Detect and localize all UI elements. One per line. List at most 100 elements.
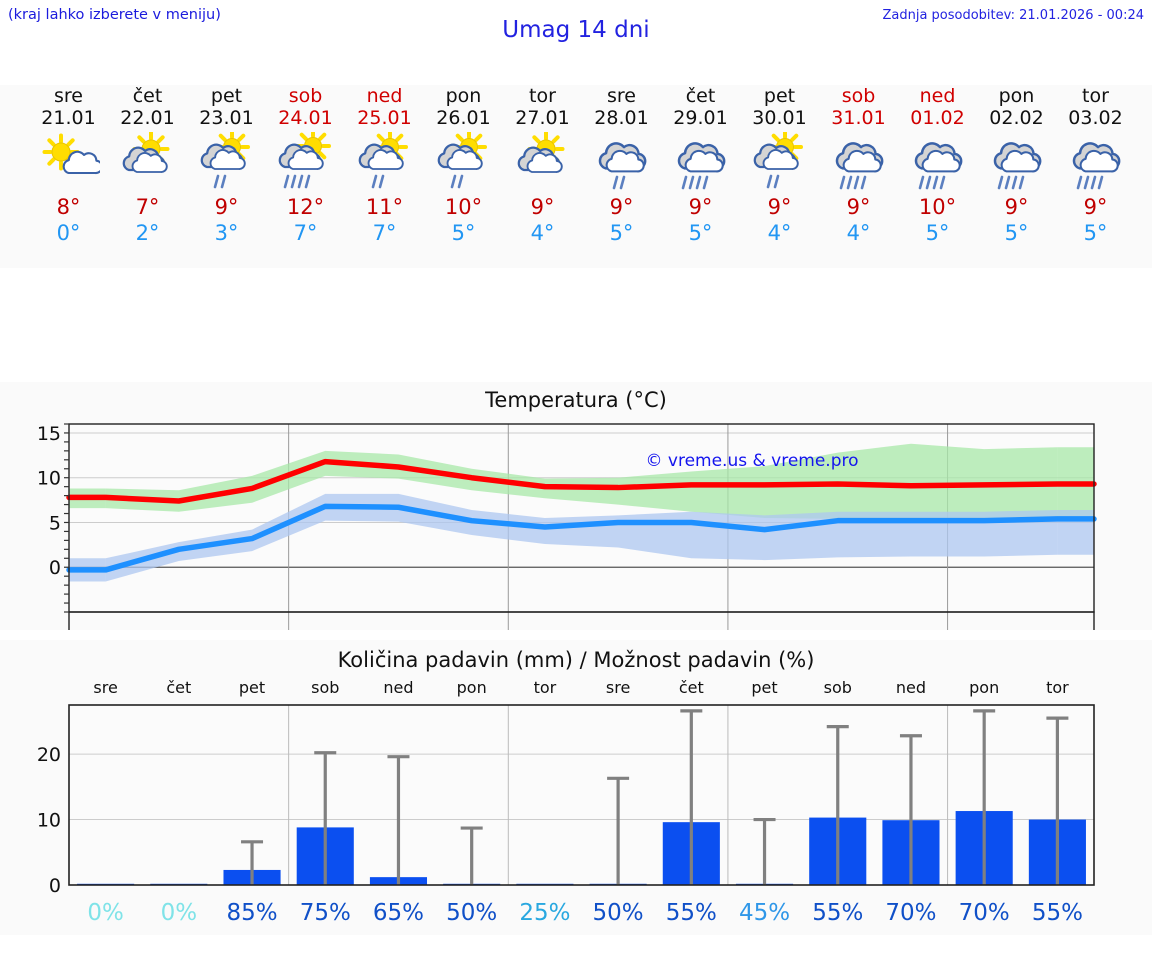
precipitation-day-label: čet xyxy=(166,678,191,697)
min-temperature-label: 5° xyxy=(609,221,634,245)
max-temperature-label: 10° xyxy=(918,195,957,219)
precipitation-y-tick-label: 20 xyxy=(37,744,61,766)
day-of-week-label: pet xyxy=(763,85,796,107)
max-temperature-label: 9° xyxy=(1004,195,1029,219)
precipitation-chart: Količina padavin (mm) / Možnost padavin … xyxy=(0,640,1152,935)
precipitation-day-label: sre xyxy=(606,678,630,697)
precipitation-error-bar xyxy=(753,817,776,885)
precipitation-day-label: sre xyxy=(93,678,117,697)
day-column: pet 23.01 9° 3° xyxy=(187,85,266,246)
min-temperature-label: 0° xyxy=(56,221,81,245)
max-temperature-label: 9° xyxy=(767,195,792,219)
precipitation-probability-label: 70% xyxy=(885,900,937,926)
day-column: pon 02.02 9° 5° xyxy=(977,85,1056,246)
cloud-sun-rain-light-icon xyxy=(740,132,819,194)
cloud-sun-icon xyxy=(503,132,582,194)
precipitation-error-bar xyxy=(826,724,849,885)
day-column: čet 29.01 9° 5° xyxy=(661,85,740,246)
day-date-label: 26.01 xyxy=(436,107,491,129)
min-temperature-label: 2° xyxy=(135,221,160,245)
max-temperature-label: 9° xyxy=(846,195,871,219)
min-temperature-label: 5° xyxy=(451,221,476,245)
temperature-chart-plot: 0 5 10 15 © vreme.us & vreme.pro xyxy=(37,423,1097,630)
min-temperature-label: 5° xyxy=(688,221,713,245)
min-temperature-label: 4° xyxy=(530,221,555,245)
max-temperature-label: 7° xyxy=(135,195,160,219)
day-date-label: 31.01 xyxy=(831,107,886,129)
precipitation-probability-label: 50% xyxy=(446,900,498,926)
day-of-week-label: pon xyxy=(998,85,1035,107)
day-of-week-label: tor xyxy=(1082,85,1109,107)
precipitation-probability-label: 75% xyxy=(299,900,351,926)
max-temperature-label: 9° xyxy=(609,195,634,219)
min-temperature-label: 3° xyxy=(214,221,239,245)
temperature-y-tick-label: 5 xyxy=(49,512,61,534)
day-of-week-label: pon xyxy=(445,85,482,107)
cloud-sun-rain-light-icon xyxy=(345,132,424,194)
precipitation-probability-label: 55% xyxy=(812,900,864,926)
temperature-y-tick-label: 10 xyxy=(37,468,61,490)
max-temperature-label: 12° xyxy=(286,195,325,219)
precipitation-probability-label: 55% xyxy=(1031,900,1083,926)
max-temperature-label: 8° xyxy=(56,195,81,219)
day-column: sob 24.01 12° 7° xyxy=(266,85,345,246)
day-of-week-label: pet xyxy=(210,85,243,107)
precipitation-error-bar xyxy=(241,840,264,885)
min-temperature-label: 5° xyxy=(1004,221,1029,245)
precipitation-error-bar xyxy=(607,776,630,885)
day-of-week-label: ned xyxy=(366,85,403,107)
page-header: (kraj lahko izberete v meniju) Umag 14 d… xyxy=(0,0,1152,62)
day-column: sre 28.01 9° 5° xyxy=(582,85,661,246)
precipitation-chart-plot: sre čet pet sob ned pon tor sre čet pet sob ned pon t… xyxy=(37,678,1095,897)
cloud-rain-heavy-icon xyxy=(661,132,740,194)
page-title: Umag 14 dni xyxy=(502,17,650,43)
day-column: ned 25.01 11° 7° xyxy=(345,85,424,246)
precipitation-probability-label: 55% xyxy=(665,900,717,926)
max-temperature-label: 10° xyxy=(444,195,483,219)
day-column: pet 30.01 9° 4° xyxy=(740,85,819,246)
cloud-rain-light-icon xyxy=(582,132,661,194)
cloud-rain-heavy-icon xyxy=(898,132,977,194)
precipitation-probability-label: 70% xyxy=(958,900,1010,926)
precipitation-error-bar xyxy=(973,709,996,885)
day-column: čet 22.01 7° 2° xyxy=(108,85,187,246)
min-temperature-label: 4° xyxy=(846,221,871,245)
cloud-sun-rain-light-icon xyxy=(187,132,266,194)
precipitation-day-label: pon xyxy=(457,678,487,697)
precipitation-probability-label: 65% xyxy=(372,900,425,926)
min-temperature-label: 4° xyxy=(767,221,792,245)
cloud-rain-heavy-icon xyxy=(1056,132,1135,194)
day-date-label: 03.02 xyxy=(1068,107,1123,129)
cloud-sun-icon xyxy=(108,132,187,194)
day-date-label: 24.01 xyxy=(278,107,333,129)
cloud-sun-rain-heavy-icon xyxy=(266,132,345,194)
day-of-week-label: sre xyxy=(607,85,636,107)
temperature-y-tick-label: 15 xyxy=(37,423,61,445)
day-date-label: 23.01 xyxy=(199,107,254,129)
precipitation-y-tick-label: 10 xyxy=(37,810,61,832)
day-date-label: 02.02 xyxy=(989,107,1044,129)
temperature-y-tick-label: 0 xyxy=(49,557,61,579)
precipitation-error-bar xyxy=(460,826,483,885)
sun-cloud-icon xyxy=(29,132,108,194)
precipitation-day-label: ned xyxy=(383,678,413,697)
min-temperature-label: 5° xyxy=(1083,221,1108,245)
precipitation-probability-label: 0% xyxy=(87,900,124,926)
cloud-sun-rain-light-icon xyxy=(424,132,503,194)
day-of-week-label: sre xyxy=(54,85,83,107)
day-date-label: 21.01 xyxy=(41,107,96,129)
watermark-text: © vreme.us & vreme.pro xyxy=(645,451,858,471)
precipitation-day-label: pet xyxy=(239,678,265,697)
day-date-label: 25.01 xyxy=(357,107,412,129)
cloud-rain-heavy-icon xyxy=(977,132,1056,194)
precipitation-day-label: sob xyxy=(311,678,339,697)
max-temperature-label: 11° xyxy=(365,195,404,219)
precipitation-chart-title: Količina padavin (mm) / Možnost padavin … xyxy=(337,648,815,672)
min-temperature-label: 5° xyxy=(925,221,950,245)
precipitation-probability-label: 45% xyxy=(738,900,791,926)
precipitation-probability-label: 0% xyxy=(160,900,198,926)
precipitation-error-bar xyxy=(899,734,922,885)
max-temperature-label: 9° xyxy=(214,195,239,219)
precipitation-day-label: čet xyxy=(679,678,704,697)
day-column: ned 01.02 10° 5° xyxy=(898,85,977,246)
